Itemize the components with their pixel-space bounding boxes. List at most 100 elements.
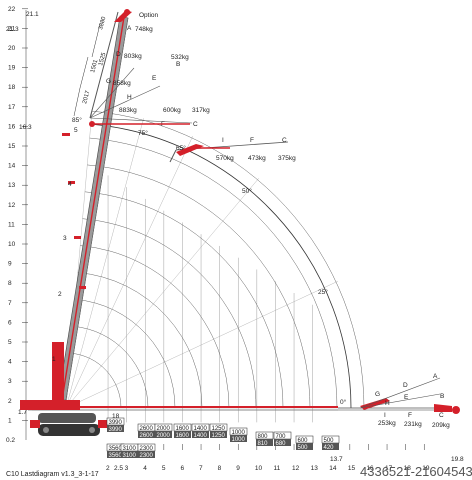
y-tick-label: 13 xyxy=(8,182,16,189)
point-c-65: C xyxy=(282,137,287,144)
capacity-bottom: 1400 xyxy=(194,433,208,439)
x-tick-label: 13 xyxy=(311,465,319,472)
point-f-0: F xyxy=(408,412,412,419)
y-tick-label: 19 xyxy=(8,65,16,72)
y-tick-label: 18 xyxy=(8,84,16,91)
point-i-65: I xyxy=(222,137,224,144)
point-d-0: D xyxy=(403,382,408,389)
capacity-bottom: 3990 xyxy=(109,427,123,433)
capacity-top: 3100 xyxy=(123,446,137,452)
boom-number-3: 3 xyxy=(63,235,67,242)
capacity-top: 2000 xyxy=(157,426,171,432)
point-c-0: C xyxy=(439,412,444,419)
height-arc xyxy=(89,137,338,409)
point-h-0: H xyxy=(385,400,390,407)
capacity-bottom: 2300 xyxy=(140,453,154,459)
angle-75: 75° xyxy=(138,129,148,137)
x-tick-label: 2 xyxy=(106,465,110,472)
capacity-bottom: 1600 xyxy=(176,433,190,439)
x-tick-label: 7 xyxy=(199,465,203,472)
height-arc xyxy=(87,164,311,409)
outer-reach-arc xyxy=(90,123,352,409)
y-tick-label: 12 xyxy=(8,202,16,209)
angle-50: 50° xyxy=(242,187,252,195)
jib-at-top xyxy=(89,121,190,127)
capacity-top: 1250 xyxy=(212,426,226,432)
x-marker-19-8: 19.8 xyxy=(451,456,464,463)
height-arc xyxy=(75,299,176,409)
capacity-bottom: 1000 xyxy=(232,437,246,443)
x-axis-labels: 2 3 4 5 6 7 8 9 10 11 12 13 14 15 16 17 18 19 xyxy=(106,444,430,472)
capacity-top: 800 xyxy=(258,434,269,440)
boom-section-markers xyxy=(62,133,86,289)
x-tick-label: 6 xyxy=(180,465,184,472)
point-f-65: F xyxy=(250,137,254,144)
capacity-bottom: 500 xyxy=(298,445,309,451)
y-tick-label: 14 xyxy=(8,163,16,170)
x-tick-label: 3 xyxy=(125,465,129,472)
load-c-0: 209kg xyxy=(432,422,450,429)
capacity-bottom: 1250 xyxy=(212,433,226,439)
capacity-top: 500 xyxy=(324,438,335,444)
y-marker-mid: 16.3 xyxy=(19,124,32,131)
segment-length-3: 1525 xyxy=(98,51,107,66)
capacity-top: 1000 xyxy=(232,430,246,436)
load-i-65: 570kg xyxy=(216,155,234,162)
y-tick-label: 15 xyxy=(8,143,16,150)
capacity-top: 3990 xyxy=(109,420,123,426)
value-18: 18 xyxy=(112,413,120,420)
capacity-top: 3560 xyxy=(109,446,123,452)
capacity-top: 1400 xyxy=(194,426,208,432)
angle-ray xyxy=(65,178,259,409)
y-tick-label: 5 xyxy=(8,339,12,346)
segment-length-4: 2017 xyxy=(82,89,91,104)
point-e-top: E xyxy=(152,75,157,82)
x-tick-label: 9 xyxy=(236,465,240,472)
load-b-top: 532kg xyxy=(171,54,189,61)
load-a-top: 748kg xyxy=(135,26,153,33)
y-tick-label: 20 xyxy=(8,45,16,52)
y-tick-label: 9 xyxy=(8,261,12,268)
height-arc xyxy=(77,272,203,409)
watermark: 4336521-21604543 xyxy=(360,464,472,479)
angle-ray xyxy=(65,118,144,409)
capacity-top: 700 xyxy=(276,434,287,440)
segment-length-1: 3880 xyxy=(98,15,107,30)
capacity-bottom: 810 xyxy=(258,441,269,447)
boom-number-4: 4 xyxy=(68,181,72,188)
capacity-top: 2600 xyxy=(140,426,154,432)
height-arc xyxy=(84,191,284,409)
point-a-top: A xyxy=(127,25,132,32)
height-arc xyxy=(80,245,230,409)
y-tick-label: 8 xyxy=(8,280,12,287)
boom-number-2: 2 xyxy=(58,291,62,298)
y-tick-label: 2 xyxy=(8,398,12,405)
y-tick-label: 10 xyxy=(8,241,16,248)
y-marker-top-b: 21.3 xyxy=(6,26,19,33)
x-tick-label: 15 xyxy=(348,465,356,472)
y-marker-bottom: 0.2 xyxy=(6,437,15,444)
x-tick-label: 16 xyxy=(366,465,374,472)
point-g-top: G xyxy=(106,78,111,85)
x-tick-label: 10 xyxy=(255,465,263,472)
top-jib xyxy=(89,9,193,124)
crane-base xyxy=(20,342,108,436)
x-tick-label: 19 xyxy=(422,465,430,472)
x-tick-label: 18 xyxy=(404,465,412,472)
point-d-top: D xyxy=(116,51,121,58)
x-tick-label: 14 xyxy=(329,465,337,472)
point-e-0: E xyxy=(404,394,409,401)
y-tick-label: 22 xyxy=(8,6,16,13)
capacity-top: 600 xyxy=(298,438,309,444)
capacity-bottom: 2000 xyxy=(157,433,171,439)
load-i-0: 253kg xyxy=(378,420,396,427)
x-tick-label: 5 xyxy=(162,465,166,472)
